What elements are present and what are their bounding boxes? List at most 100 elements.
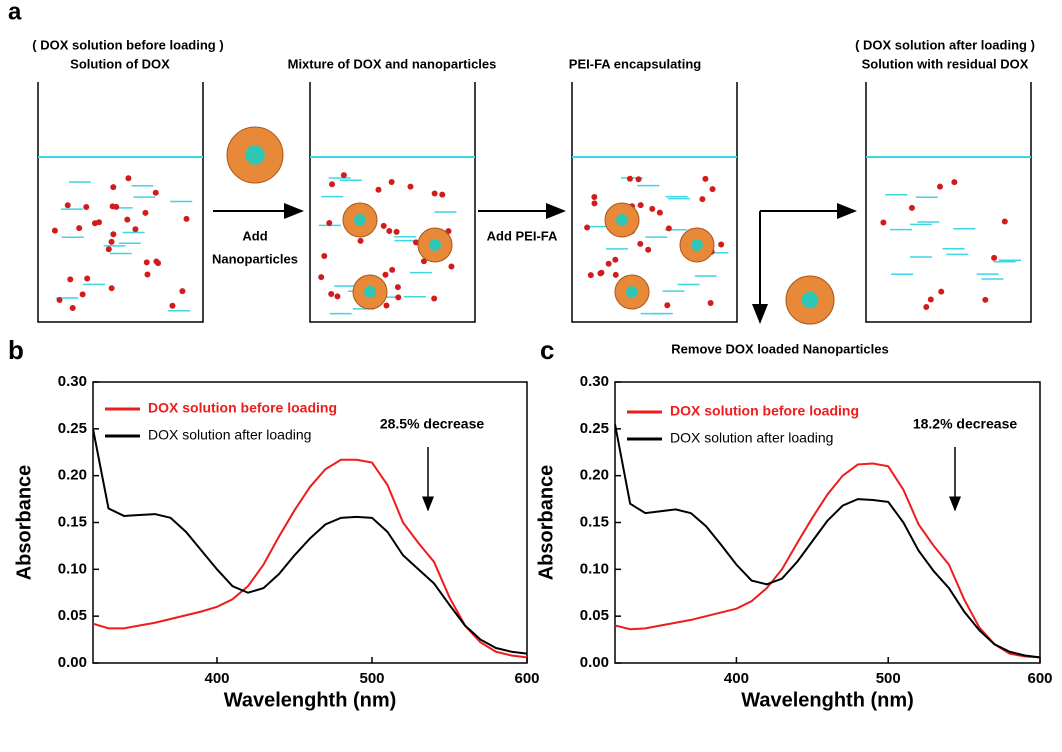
dox-dot: [388, 179, 395, 186]
dox-dot: [626, 175, 633, 182]
legend-label: DOX solution before loading: [148, 400, 337, 416]
legend-label: DOX solution before loading: [670, 403, 859, 419]
panel-label: a: [8, 0, 22, 25]
y-tick-label: 0.10: [580, 560, 609, 577]
dox-dot: [105, 246, 112, 253]
dox-dot: [709, 186, 716, 193]
dox-dot: [113, 203, 120, 210]
y-tick-label: 0.30: [58, 373, 87, 390]
x-tick-label: 400: [724, 670, 749, 687]
dox-dot: [951, 179, 958, 186]
dox-dot: [329, 181, 336, 188]
panel-label: c: [540, 335, 554, 365]
y-tick-label: 0.05: [580, 607, 609, 624]
dox-dot: [412, 239, 419, 246]
dox-dot: [169, 302, 176, 309]
y-tick-label: 0.25: [58, 420, 87, 437]
dox-dot: [183, 215, 190, 222]
beaker-note: ( DOX solution before loading ): [32, 37, 223, 52]
beaker: [309, 82, 476, 323]
dox-dot: [383, 302, 390, 309]
dox-dot: [612, 256, 619, 263]
dox-dot: [665, 225, 672, 232]
dox-dot: [936, 183, 943, 190]
dox-dot: [635, 176, 642, 183]
nanoparticle-core: [364, 286, 376, 298]
arrows: [213, 203, 857, 324]
dox-dot: [431, 190, 438, 197]
dox-dot: [991, 254, 998, 261]
series-line: [615, 423, 1040, 659]
removal-label: Remove DOX loaded Nanoparticles: [671, 341, 888, 356]
y-tick-label: 0.25: [580, 420, 609, 437]
dox-dot: [124, 216, 131, 223]
nanoparticle-core: [691, 239, 703, 251]
y-tick-label: 0.10: [58, 560, 87, 577]
dox-dot: [407, 183, 414, 190]
dox-dot: [393, 228, 400, 235]
nanoparticle-core: [626, 286, 638, 298]
dox-dot: [56, 297, 63, 304]
dox-dot: [656, 209, 663, 216]
dox-dot: [142, 209, 149, 216]
annotation: 28.5% decrease: [380, 416, 485, 432]
dox-dot: [326, 220, 333, 227]
beaker-title: Solution with residual DOX: [862, 56, 1029, 71]
dox-dot: [927, 296, 934, 303]
dox-dot: [108, 238, 115, 245]
dox-dot: [64, 202, 71, 209]
step-label: Add PEI-FA: [487, 228, 558, 243]
beaker-title: Mixture of DOX and nanoparticles: [288, 56, 497, 71]
dox-dot: [587, 272, 594, 279]
step-label: Add: [242, 228, 267, 243]
dox-dot: [84, 275, 91, 282]
beaker-title: Solution of DOX: [70, 56, 170, 71]
dox-dot: [637, 202, 644, 209]
x-tick-label: 500: [876, 670, 901, 687]
nanoparticle-core: [429, 239, 441, 251]
dox-dot: [707, 299, 714, 306]
chart: b 0.00 0.05 0.10 0.15 0.20 0.25 0.30 400 500 600 Wa…: [8, 335, 540, 711]
dox-dot: [69, 305, 76, 312]
dox-dot: [108, 285, 115, 292]
nanoparticle-core: [801, 291, 819, 309]
dox-dot: [91, 220, 98, 227]
dox-dot: [132, 226, 139, 233]
dox-dot: [598, 269, 605, 276]
dox-dot: [125, 175, 132, 182]
annotation: 18.2% decrease: [913, 416, 1018, 432]
beaker: [865, 82, 1032, 323]
dox-dot: [76, 225, 83, 232]
y-tick-label: 0.30: [580, 373, 609, 390]
dox-dot: [702, 175, 709, 182]
dox-dot: [420, 258, 427, 265]
legend-label: DOX solution after loading: [148, 427, 311, 443]
x-axis-label: Wavelenghth (nm): [741, 689, 914, 711]
y-tick-label: 0.00: [580, 654, 609, 671]
beaker: [571, 82, 738, 323]
dox-dot: [637, 240, 644, 247]
dox-dot: [389, 266, 396, 273]
chart: c 0.00 0.05 0.10 0.15 0.20 0.25 0.30 400 500 600 Wa…: [535, 335, 1052, 711]
series-line: [615, 462, 1040, 659]
dox-dot: [923, 303, 930, 310]
y-tick-label: 0.00: [58, 654, 87, 671]
step-label: Nanoparticles: [212, 251, 298, 266]
x-tick-label: 400: [204, 670, 229, 687]
dox-dot: [110, 184, 117, 191]
dox-dot: [699, 196, 706, 203]
dox-dot: [612, 271, 619, 278]
y-axis-label: Absorbance: [13, 465, 35, 581]
dox-dot: [649, 205, 656, 212]
dox-dot: [591, 194, 598, 201]
scheme: a ( DOX solution before loading ) Soluti…: [8, 0, 1035, 356]
dox-dot: [448, 263, 455, 270]
y-tick-label: 0.05: [58, 607, 87, 624]
nanoparticle-core: [616, 214, 628, 226]
x-tick-label: 500: [359, 670, 384, 687]
dox-dot: [143, 259, 150, 266]
dox-dot: [340, 172, 347, 179]
dox-dot: [110, 231, 117, 238]
dox-dot: [718, 241, 725, 248]
